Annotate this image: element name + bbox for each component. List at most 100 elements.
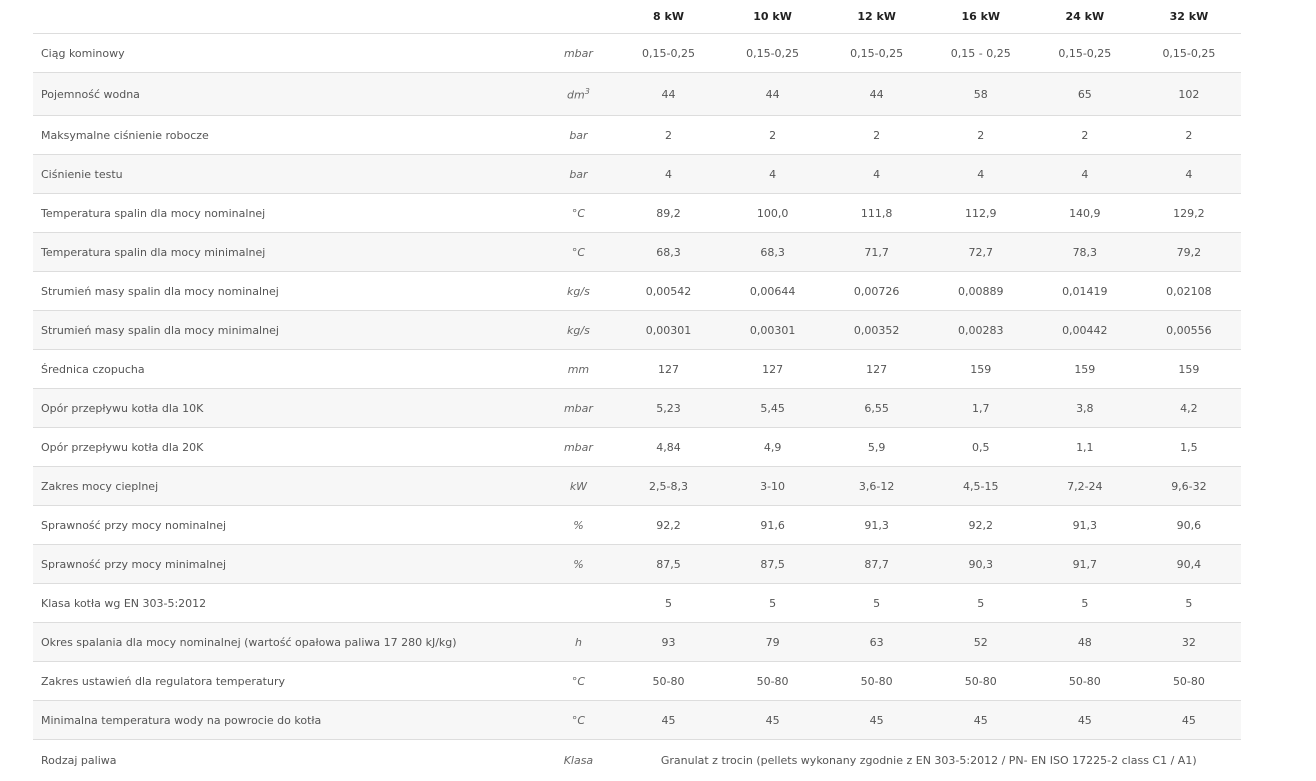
cell-value: 32 (1136, 622, 1241, 662)
cell-value: 5,45 (720, 388, 825, 428)
cell-value: 87,7 (824, 544, 929, 584)
cell-value: 92,2 (616, 505, 721, 545)
row-label: Pojemność wodna (33, 72, 541, 116)
unit-text: % (573, 518, 584, 532)
cell-value: 0,00352 (824, 310, 929, 350)
cell-value: 3,6-12 (824, 466, 929, 506)
table-row: Okres spalania dla mocy nominalnej (wart… (33, 622, 1241, 662)
row-label: Temperatura spalin dla mocy minimalnej (33, 232, 541, 272)
cell-value: 50-80 (928, 661, 1033, 701)
column-header: 24 kW (1032, 0, 1137, 34)
table-row: Maksymalne ciśnienie robocze bar 2 2 2 2 2 2 (33, 115, 1241, 155)
cell-value: 7,2-24 (1032, 466, 1137, 506)
cell-value: 0,15-0,25 (1136, 33, 1241, 73)
cell-value: 0,15-0,25 (720, 33, 825, 73)
cell-value: 4,5-15 (928, 466, 1033, 506)
cell-value: 140,9 (1032, 193, 1137, 233)
cell-value: 0,00301 (720, 310, 825, 350)
cell-value: 129,2 (1136, 193, 1241, 233)
cell-value: 159 (928, 349, 1033, 389)
row-unit: bar (540, 154, 617, 194)
unit-text: mm (567, 362, 590, 376)
cell-value: 0,00644 (720, 271, 825, 311)
cell-value: 89,2 (616, 193, 721, 233)
cell-value: 2 (928, 115, 1033, 155)
cell-value: 45 (824, 700, 929, 740)
row-unit: bar (540, 115, 617, 155)
cell-value: 2 (616, 115, 721, 155)
table-row: Klasa kotła wg EN 303-5:2012 5 5 5 5 5 5 (33, 583, 1241, 623)
row-unit: kg/s (540, 271, 617, 311)
table-row: Średnica czopucha mm 127 127 127 159 159 159 (33, 349, 1241, 389)
row-label: Średnica czopucha (33, 349, 541, 389)
cell-value: 127 (616, 349, 721, 389)
row-unit: mbar (540, 33, 617, 73)
cell-value: 5 (616, 583, 721, 623)
cell-value: 79,2 (1136, 232, 1241, 272)
unit-superscript: 3 (584, 86, 590, 96)
cell-value: 4,84 (616, 427, 721, 467)
table-row: Opór przepływu kotła dla 20K mbar 4,84 4,9 5… (33, 427, 1241, 467)
cell-value: 3-10 (720, 466, 825, 506)
cell-value: 45 (928, 700, 1033, 740)
row-label: Maksymalne ciśnienie robocze (33, 115, 541, 155)
unit-text: °C (571, 245, 586, 259)
row-label: Opór przepływu kotła dla 10K (33, 388, 541, 428)
cell-value: 4 (1136, 154, 1241, 194)
cell-value: 0,00726 (824, 271, 929, 311)
row-label: Strumień masy spalin dla mocy nominalnej (33, 271, 541, 311)
cell-value: 79 (720, 622, 825, 662)
column-header (540, 0, 617, 34)
unit-text: mbar (563, 401, 593, 415)
boiler-specs-table: 8 kW 10 kW 12 kW 16 kW 24 kW 32 kW Ciąg komin… (33, 0, 1241, 780)
unit-text: h (574, 635, 582, 649)
cell-value: 78,3 (1032, 232, 1137, 272)
row-unit: mm (540, 349, 617, 389)
cell-value: 5 (824, 583, 929, 623)
row-label: Sprawność przy mocy nominalnej (33, 505, 541, 545)
cell-value: 1,5 (1136, 427, 1241, 467)
table-row: Zakres mocy cieplnej kW 2,5-8,3 3-10 3,6-12 4… (33, 466, 1241, 506)
column-header: 10 kW (720, 0, 825, 34)
cell-value: 100,0 (720, 193, 825, 233)
row-unit: °C (540, 193, 617, 233)
cell-value: 0,00283 (928, 310, 1033, 350)
cell-value: 48 (1032, 622, 1137, 662)
cell-value: 71,7 (824, 232, 929, 272)
cell-value: 2 (1136, 115, 1241, 155)
cell-value: 112,9 (928, 193, 1033, 233)
cell-value: 0,15 - 0,25 (928, 33, 1033, 73)
cell-value: 87,5 (616, 544, 721, 584)
table-row: Pojemność wodna dm3 44 44 44 58 65 102 (33, 72, 1241, 116)
row-unit: kW (540, 466, 617, 506)
row-label: Zakres ustawień dla regulatora temperatu… (33, 661, 541, 701)
row-unit: % (540, 544, 617, 584)
cell-value: 5 (720, 583, 825, 623)
table-row: Strumień masy spalin dla mocy nominalnej… (33, 271, 1241, 311)
cell-value: 159 (1032, 349, 1137, 389)
unit-text: bar (569, 128, 588, 142)
unit-text: kg/s (567, 323, 590, 337)
row-label: Strumień masy spalin dla mocy minimalnej (33, 310, 541, 350)
unit-text: °C (571, 674, 586, 688)
table-row: Zakres ustawień dla regulatora temperatu… (33, 661, 1241, 701)
cell-value: 0,02108 (1136, 271, 1241, 311)
cell-value: 102 (1136, 72, 1241, 116)
cell-value: 0,00442 (1032, 310, 1137, 350)
row-unit (540, 583, 617, 623)
cell-value: 159 (1136, 349, 1241, 389)
row-label: Okres spalania dla mocy nominalnej (wart… (33, 622, 541, 662)
unit-text: kg/s (567, 284, 590, 298)
row-label: Temperatura spalin dla mocy nominalnej (33, 193, 541, 233)
cell-value: 50-80 (616, 661, 721, 701)
cell-value: 91,6 (720, 505, 825, 545)
row-unit: mbar (540, 427, 617, 467)
row-label: Klasa kotła wg EN 303-5:2012 (33, 583, 541, 623)
table-row: Temperatura spalin dla mocy minimalnej °C… (33, 232, 1241, 272)
cell-value: 5,9 (824, 427, 929, 467)
cell-value: 5 (1136, 583, 1241, 623)
cell-value: 5 (928, 583, 1033, 623)
cell-value: 111,8 (824, 193, 929, 233)
row-unit: °C (540, 232, 617, 272)
cell-value: 44 (616, 72, 721, 116)
